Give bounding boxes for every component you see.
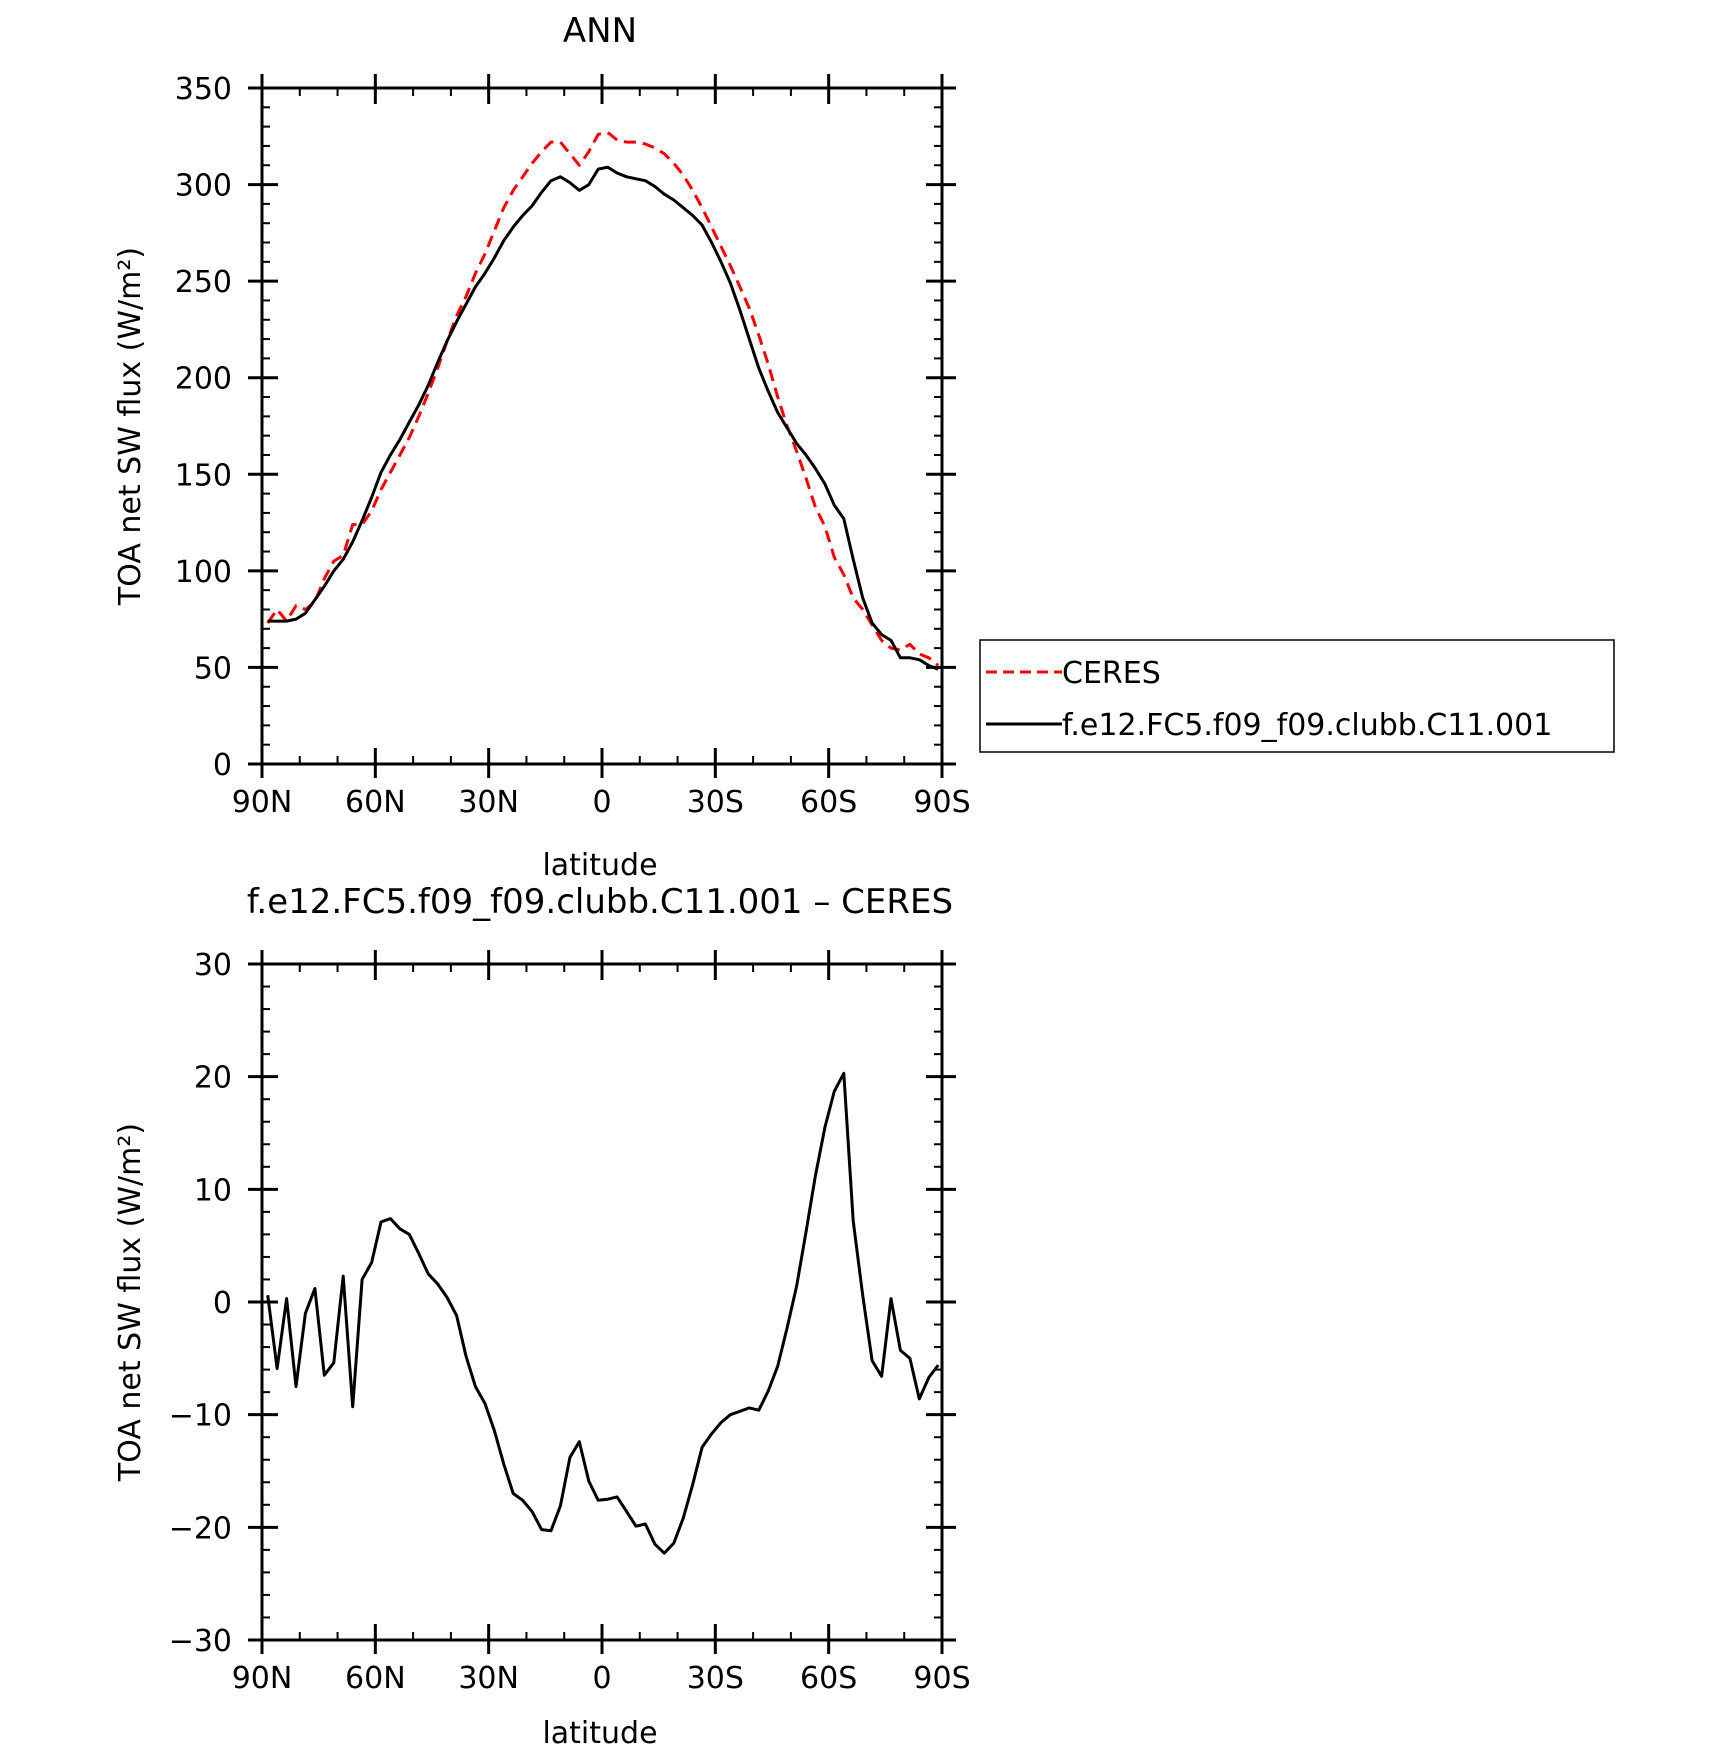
series-line-f-e12-fc5-f09-f09-clubb-c11-001	[267, 165, 939, 671]
lower-series-lines	[266, 1071, 940, 1555]
x-tick-label: 0	[592, 1661, 611, 1696]
x-tick-label: 60S	[800, 785, 857, 820]
x-tick-label: 30S	[687, 785, 744, 820]
lower-y-axis-label: TOA net SW flux (W/m²)	[113, 1123, 148, 1482]
y-tick-label: 100	[175, 555, 232, 590]
x-tick-label: 60S	[800, 1661, 857, 1696]
upper-x-tick-labels: 90N 60N 30N 0 30S 60S 90S	[232, 785, 971, 820]
x-tick-label: 90N	[232, 785, 293, 820]
x-tick-label: 60N	[345, 785, 406, 820]
lower-chart-title: f.e12.FC5.f09_f09.clubb.C11.001 – CERES	[247, 882, 953, 922]
y-tick-label: 300	[175, 169, 232, 204]
y-tick-label: 150	[175, 458, 232, 493]
y-tick-label: −10	[169, 1399, 232, 1434]
x-tick-label: 90S	[913, 785, 970, 820]
lower-panel: f.e12.FC5.f09_f09.clubb.C11.001 – CERES …	[113, 882, 971, 1745]
y-tick-label: 30	[194, 948, 232, 983]
x-tick-label: 60N	[345, 1661, 406, 1696]
x-tick-label: 30N	[458, 1661, 519, 1696]
upper-y-axis-label: TOA net SW flux (W/m²)	[113, 247, 148, 606]
y-tick-label: 350	[175, 72, 232, 107]
x-tick-label: 90N	[232, 1661, 293, 1696]
y-tick-label: −30	[169, 1624, 232, 1659]
lower-tick-marks	[248, 950, 956, 1654]
upper-tick-marks	[248, 74, 956, 778]
upper-panel: ANN 90N 60N 30N 0 30S 60S 90S 0 50 100 150 200 250 3…	[113, 11, 1615, 883]
y-tick-label: 10	[194, 1173, 232, 1208]
upper-y-tick-labels: 0 50 100 150 200 250 300 350	[175, 72, 232, 783]
y-tick-label: 20	[194, 1061, 232, 1096]
upper-plot-frame	[260, 86, 944, 766]
y-tick-label: 0	[213, 1286, 232, 1321]
x-tick-label: 0	[592, 785, 611, 820]
y-tick-label: 200	[175, 362, 232, 397]
y-tick-label: 50	[194, 651, 232, 686]
y-tick-label: −20	[169, 1511, 232, 1546]
x-tick-label: 30N	[458, 785, 519, 820]
legend-label-ceres: CERES	[1062, 656, 1161, 691]
upper-chart-title: ANN	[563, 11, 637, 51]
x-tick-label: 90S	[913, 1661, 970, 1696]
y-tick-label: 0	[213, 748, 232, 783]
series-line-ceres	[266, 130, 940, 667]
lower-y-tick-labels: −30 −20 −10 0 10 20 30	[169, 948, 232, 1659]
upper-x-axis-label: latitude	[542, 848, 657, 883]
x-tick-label: 30S	[687, 1661, 744, 1696]
y-tick-label: 250	[175, 265, 232, 300]
upper-series-lines	[266, 130, 940, 671]
lower-x-axis-label: latitude	[542, 1716, 657, 1745]
lower-plot-frame	[260, 962, 944, 1642]
legend-box	[979, 639, 1615, 753]
legend-label-model: f.e12.FC5.f09_f09.clubb.C11.001	[1062, 708, 1552, 743]
legend: CERES f.e12.FC5.f09_f09.clubb.C11.001	[979, 639, 1615, 753]
lower-x-tick-labels: 90N 60N 30N 0 30S 60S 90S	[232, 1661, 971, 1696]
series-line-difference	[266, 1071, 940, 1555]
